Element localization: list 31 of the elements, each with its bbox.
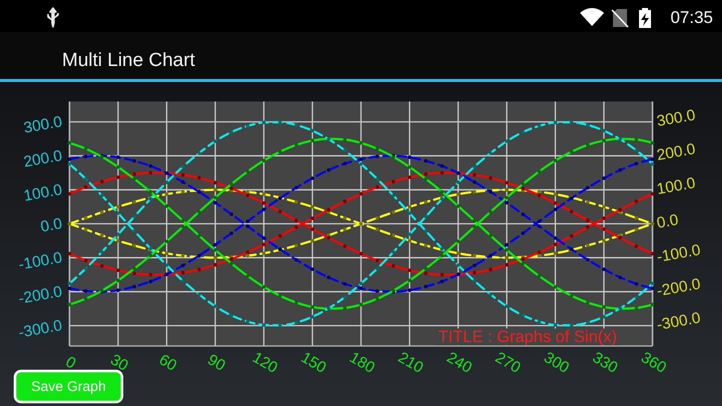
y2-tick-label: 300.0 bbox=[656, 106, 698, 130]
x-tick-label: 360 bbox=[638, 349, 670, 378]
y-tick-label: -300.0 bbox=[17, 317, 64, 342]
y2-tick-label: 100.0 bbox=[656, 174, 698, 198]
x-tick-label: 270 bbox=[492, 349, 524, 378]
x-tick-label: 150 bbox=[298, 349, 330, 378]
y2-tick-label: 200.0 bbox=[656, 140, 698, 164]
y-tick-label: 0.0 bbox=[39, 215, 64, 236]
text: Save Graph bbox=[31, 378, 106, 394]
y-tick-label: -100.0 bbox=[17, 249, 64, 274]
y2-tick-label: 0.0 bbox=[656, 212, 680, 232]
y-tick-label: 100.0 bbox=[22, 181, 64, 205]
text: Multi Line Chart bbox=[62, 50, 196, 71]
x-tick-label: 180 bbox=[346, 349, 378, 378]
y-tick-label: 200.0 bbox=[22, 147, 64, 171]
x-tick-label: 90 bbox=[204, 351, 228, 375]
x-tick-label: 60 bbox=[156, 351, 180, 375]
y2-tick-label: -200.0 bbox=[656, 276, 702, 300]
x-tick-label: 240 bbox=[444, 349, 475, 378]
x-tick-label: 0 bbox=[62, 353, 79, 373]
y-tick-label: 300.0 bbox=[22, 113, 64, 137]
y2-tick-label: -300.0 bbox=[656, 310, 702, 334]
x-tick-label: 120 bbox=[249, 349, 281, 378]
y-tick-label: -200.0 bbox=[17, 283, 64, 308]
x-tick-label: 300 bbox=[540, 349, 572, 378]
text: 07:35 bbox=[670, 8, 713, 27]
x-tick-label: 330 bbox=[589, 349, 621, 378]
text: TITLE : Graphs of Sin(x) bbox=[438, 328, 617, 346]
x-tick-label: 30 bbox=[107, 351, 132, 375]
x-tick-label: 210 bbox=[395, 349, 426, 378]
y2-tick-label: -100.0 bbox=[656, 242, 702, 266]
